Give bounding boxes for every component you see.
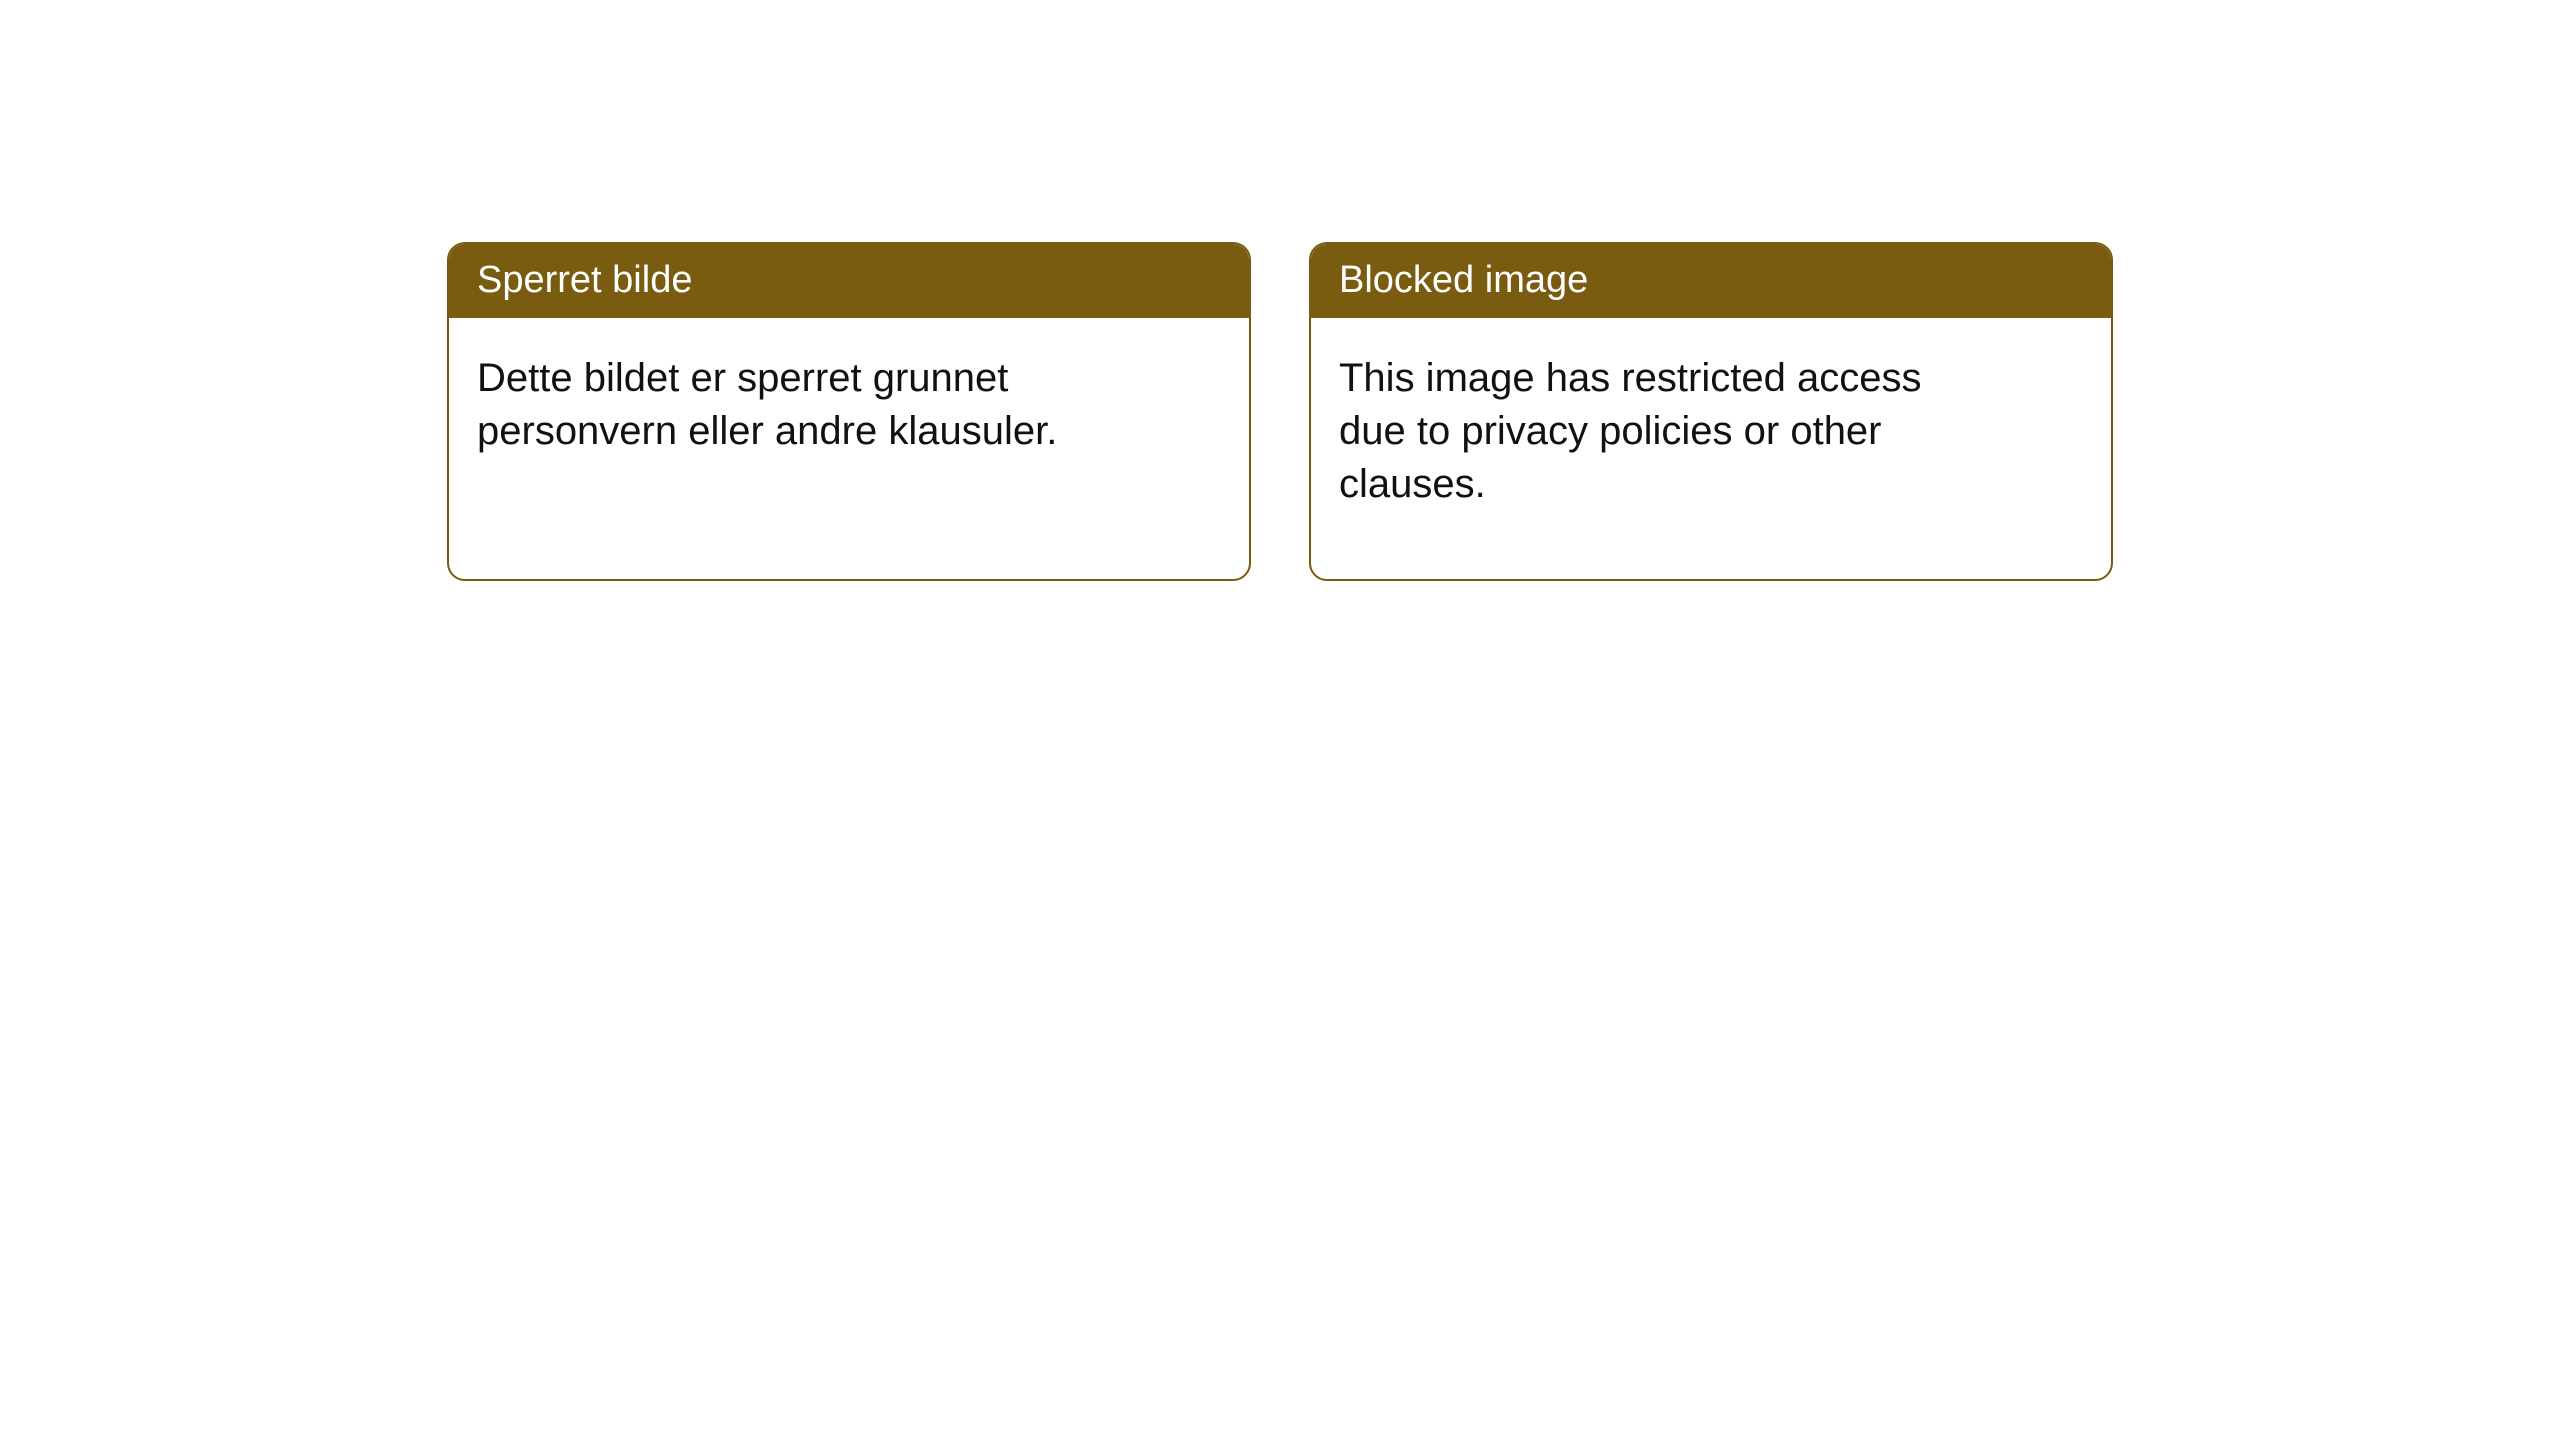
notice-card-header: Blocked image (1311, 244, 2111, 318)
notice-card-body: Dette bildet er sperret grunnet personve… (449, 318, 1129, 492)
notice-card-body: This image has restricted access due to … (1311, 318, 1991, 546)
notice-card-no: Sperret bilde Dette bildet er sperret gr… (447, 242, 1251, 581)
notice-card-en: Blocked image This image has restricted … (1309, 242, 2113, 581)
notice-title: Blocked image (1339, 259, 1588, 301)
notice-body-text: Dette bildet er sperret grunnet personve… (477, 356, 1057, 453)
notice-title: Sperret bilde (477, 259, 692, 301)
notice-container: Sperret bilde Dette bildet er sperret gr… (447, 242, 2113, 581)
notice-body-text: This image has restricted access due to … (1339, 356, 1921, 506)
notice-card-header: Sperret bilde (449, 244, 1249, 318)
